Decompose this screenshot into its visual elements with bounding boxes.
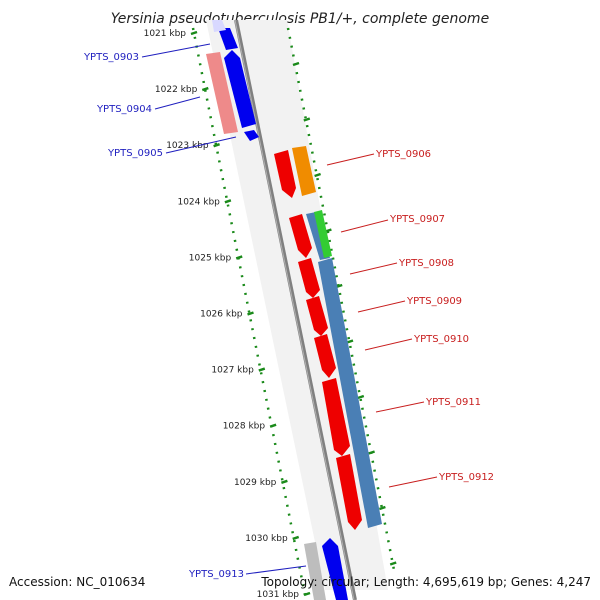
ruler-left-dotted [191,27,307,596]
label-ypts-0913[interactable]: YPTS_0913 [188,569,244,580]
gene-ypts-0913-grey[interactable] [304,542,326,600]
gene-steel-long[interactable] [318,258,382,528]
gene-ypts-0910[interactable] [314,334,336,378]
leader-ypts-0912 [388,476,438,488]
gene-ypts-0908[interactable] [298,258,320,298]
leader-ypts-0909 [357,300,406,313]
ruler-tick-major [224,199,232,204]
ruler-tick-major [303,591,311,597]
ruler-tick-major [235,255,243,260]
accession-text: Accession: NC_010634 [9,575,145,589]
label-ypts-0906[interactable]: YPTS_0906 [375,149,431,160]
ruler-right-tick [389,561,397,566]
gene-top-light[interactable] [212,20,226,32]
gene-ypts-0907-green[interactable] [314,210,332,258]
ruler-right-tick [357,394,365,400]
leader-ypts-0905 [165,136,237,154]
genome-summary-text: Topology: circular; Length: 4,695,619 bp… [260,575,591,589]
gene-ypts-0909[interactable] [306,296,328,336]
ruler-tick-label: 1027 kbp [211,366,254,376]
ruler-right-tick [379,505,386,511]
label-ypts-0908[interactable]: YPTS_0908 [398,258,454,269]
ruler-tick-label: 1030 kbp [245,534,288,544]
gene-ypts-0911[interactable] [322,378,350,456]
ruler-tick-label: 1031 kbp [257,590,300,600]
gene-ypts-0906-red[interactable] [274,150,296,198]
label-ypts-0907[interactable]: YPTS_0907 [389,214,445,225]
leader-ypts-0906 [326,153,375,166]
gene-ypts-0912[interactable] [336,454,362,530]
label-ypts-0909[interactable]: YPTS_0909 [406,296,462,307]
label-ypts-0910[interactable]: YPTS_0910 [413,334,469,345]
ruler-tick-major [269,423,277,428]
ruler-tick-major [292,535,300,541]
leader-ypts-0904 [154,96,201,110]
ruler-tick-major [190,30,198,36]
ruler-tick-major [258,367,266,372]
gene-ypts-0913-blue[interactable] [322,538,348,600]
label-ypts-0903[interactable]: YPTS_0903 [83,52,139,63]
gene-ypts-0907-red[interactable] [289,214,312,258]
ruler-right-tick [368,450,375,455]
ruler-tick-major [201,86,209,92]
leader-ypts-0910 [364,338,413,351]
ruler-tick-label: 1025 kbp [189,253,232,263]
gene-ypts-0903[interactable] [224,50,256,128]
genome-backbone-highlight [234,19,355,600]
gene-ypts-0904[interactable] [206,52,238,134]
leader-ypts-0908 [349,262,398,275]
ruler-tick-label: 1023 kbp [166,141,209,151]
label-ypts-0905[interactable]: YPTS_0905 [107,148,163,159]
gene-ypts-0906-orange[interactable] [292,146,316,196]
ruler-tick-major [247,311,254,316]
ruler-right-tick [292,61,300,67]
ruler-tick-label: 1026 kbp [200,310,243,320]
ruler-tick-label: 1028 kbp [223,422,266,432]
track-band [206,20,388,590]
leader-ypts-0913 [245,565,307,575]
label-ypts-0904[interactable]: YPTS_0904 [96,104,152,115]
ruler-tick-label: 1024 kbp [177,197,220,207]
genome-backbone [234,19,357,600]
ruler-tick-major [213,143,220,148]
gene-blue-top-1[interactable] [218,28,238,50]
ruler-right-tick [303,117,311,122]
gene-ypts-0905[interactable] [244,130,259,141]
ruler-tick-label: 1029 kbp [234,478,277,488]
ruler-right-tick [314,172,321,178]
map-title: Yersinia pseudotuberculosis PB1/+, compl… [111,11,489,27]
label-ypts-0912[interactable]: YPTS_0912 [438,472,494,483]
ruler-tick-label: 1022 kbp [155,85,198,95]
ruler-tick-major [281,479,288,484]
ruler-right-tick [346,339,354,344]
leader-ypts-0911 [375,401,425,413]
leader-ypts-0907 [340,219,389,233]
ruler-tick-label: 1021 kbp [144,29,187,39]
leader-ypts-0903 [141,43,211,58]
label-ypts-0911[interactable]: YPTS_0911 [425,397,481,408]
